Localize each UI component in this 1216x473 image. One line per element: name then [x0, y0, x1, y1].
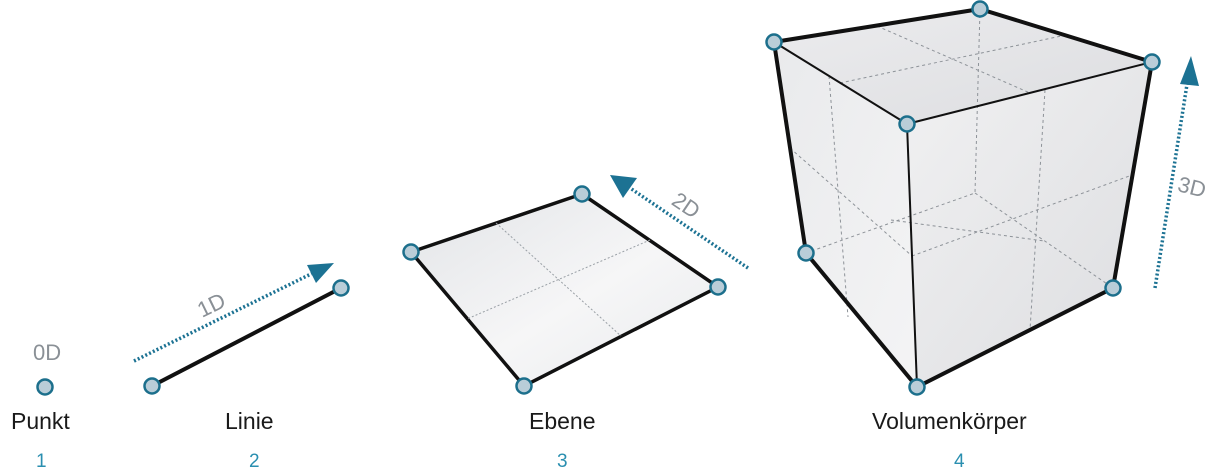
solid-figure: 3D: [765, 0, 1209, 396]
caption-number-1: 1: [36, 451, 47, 472]
dimension-label-3d: 3D: [1175, 171, 1208, 202]
cube-grid-line: [839, 34, 1067, 84]
cube-top-face: [774, 9, 1152, 124]
caption-solid: Volumenkörper: [872, 408, 1027, 434]
dimension-label-0d: 0D: [33, 340, 61, 365]
plane-figure: 2D: [402, 175, 749, 395]
caption-number-4: 4: [954, 451, 965, 472]
vertex: [332, 279, 350, 297]
vertex: [573, 185, 591, 203]
dimension-arrow-3d: [1153, 77, 1190, 289]
dimension-arrow-1d: [133, 270, 316, 363]
vertex: [1104, 279, 1122, 297]
point-figure: 0D: [33, 340, 61, 396]
cube-grid-line: [890, 219, 1045, 242]
caption-point: Punkt: [11, 408, 70, 434]
vertex: [402, 243, 420, 261]
caption-plane: Ebene: [529, 408, 596, 434]
vertex: [1143, 53, 1161, 71]
vertex: [515, 377, 533, 395]
vertex: [898, 115, 916, 133]
dimension-arrow-2d: [629, 186, 749, 270]
vertex: [971, 0, 989, 18]
arrowhead-3d: [1180, 56, 1199, 86]
vertex: [765, 33, 783, 51]
caption-number-3: 3: [557, 451, 568, 472]
cube-left-face: [774, 42, 917, 387]
cube-front-edge: [906, 123, 918, 388]
cube-front-edge: [773, 41, 908, 125]
line-figure: 1D: [133, 263, 350, 395]
plane-gridline: [495, 222, 622, 337]
cube-grid-line: [828, 75, 849, 318]
vertex: [36, 378, 54, 396]
plane-surface: [409, 192, 720, 388]
cube-right-face: [907, 62, 1152, 387]
arrowhead-2d: [610, 175, 637, 198]
vertex: [797, 244, 815, 262]
vertex: [709, 278, 727, 296]
cube-front-edge: [906, 61, 1153, 125]
plane-gridline: [466, 239, 651, 320]
cube-hidden-edge: [974, 8, 981, 194]
vertex: [143, 377, 161, 395]
dimension-label-1d: 1D: [193, 288, 229, 323]
caption-number-2: 2: [249, 451, 260, 472]
cube-hidden-edge: [974, 192, 1114, 289]
line-segment: [151, 286, 342, 388]
arrowhead-1d: [307, 263, 334, 283]
cube-grid-line: [876, 25, 1031, 94]
caption-line: Linie: [225, 408, 274, 434]
vertex: [908, 378, 926, 396]
